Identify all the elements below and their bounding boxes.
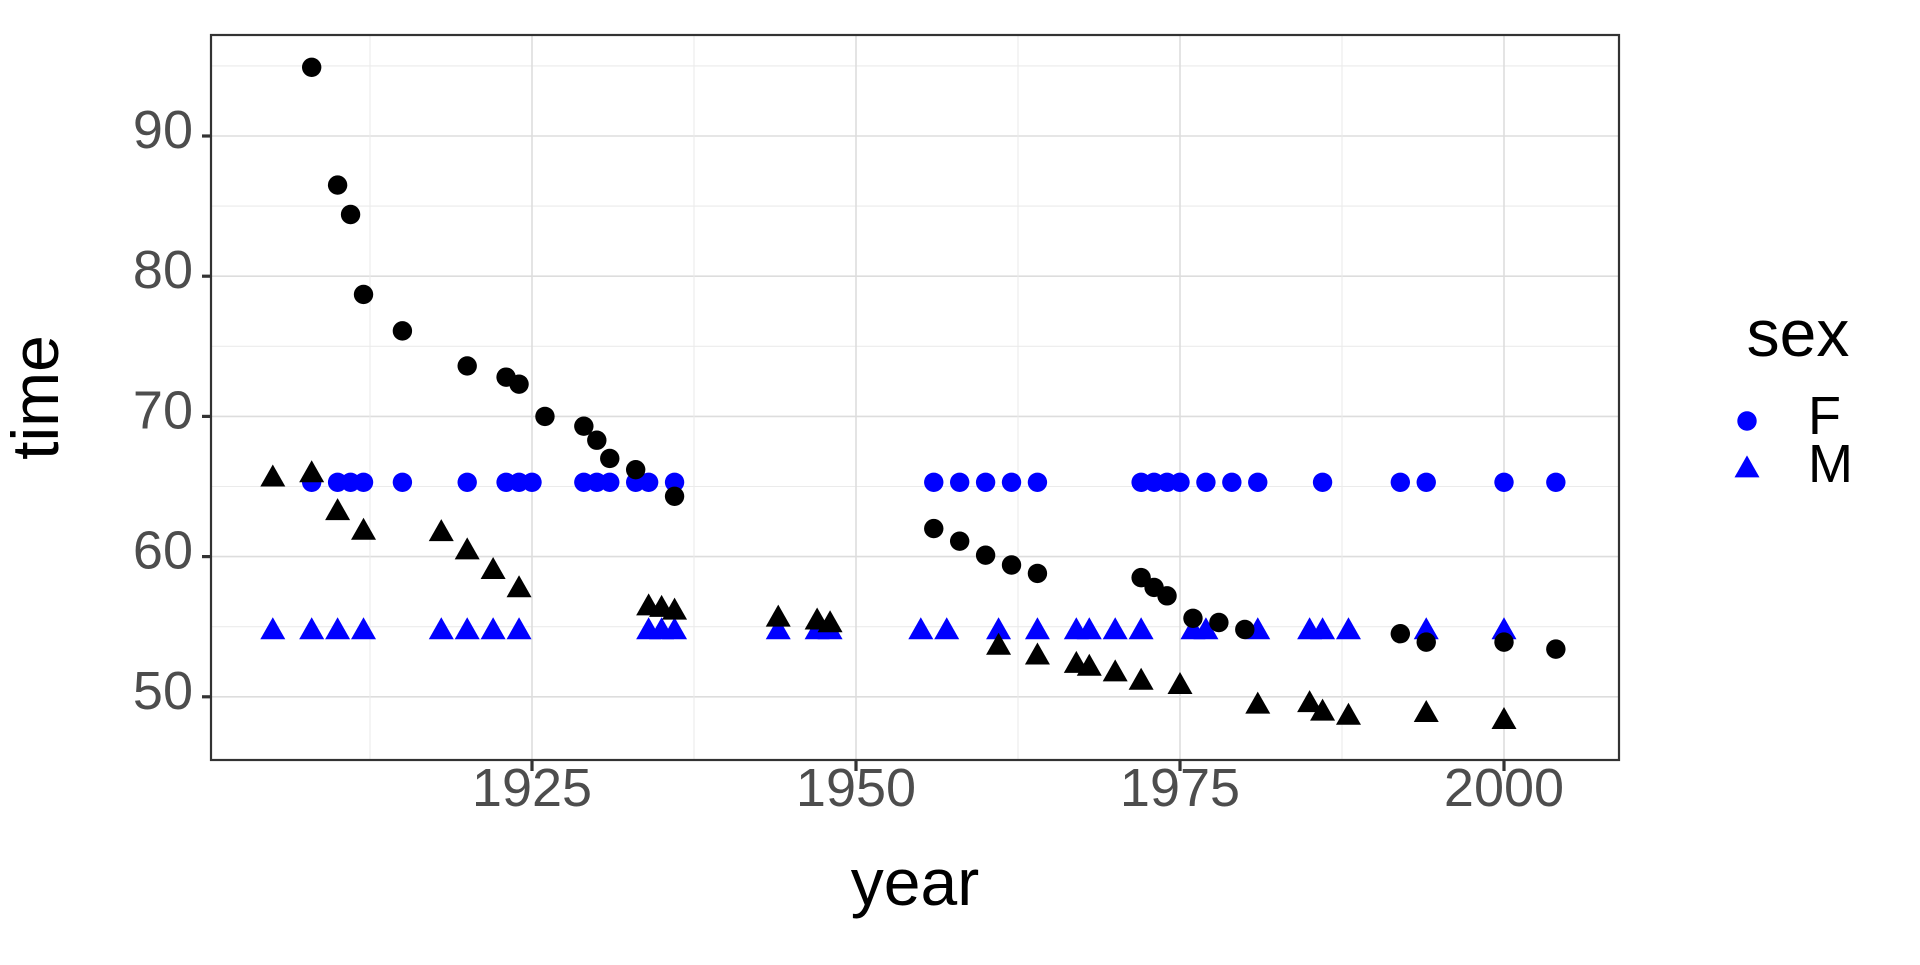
svg-text:1950: 1950 bbox=[796, 758, 916, 818]
svg-text:1975: 1975 bbox=[1120, 758, 1240, 818]
svg-text:70: 70 bbox=[133, 380, 193, 440]
svg-text:80: 80 bbox=[133, 240, 193, 300]
svg-text:90: 90 bbox=[133, 100, 193, 160]
svg-text:sex: sex bbox=[1747, 296, 1850, 370]
svg-text:year: year bbox=[851, 845, 979, 919]
svg-text:1925: 1925 bbox=[472, 758, 592, 818]
svg-text:M: M bbox=[1808, 434, 1853, 494]
svg-text:2000: 2000 bbox=[1444, 758, 1564, 818]
svg-text:60: 60 bbox=[133, 521, 193, 581]
svg-text:time: time bbox=[0, 335, 72, 460]
svg-text:50: 50 bbox=[133, 661, 193, 721]
